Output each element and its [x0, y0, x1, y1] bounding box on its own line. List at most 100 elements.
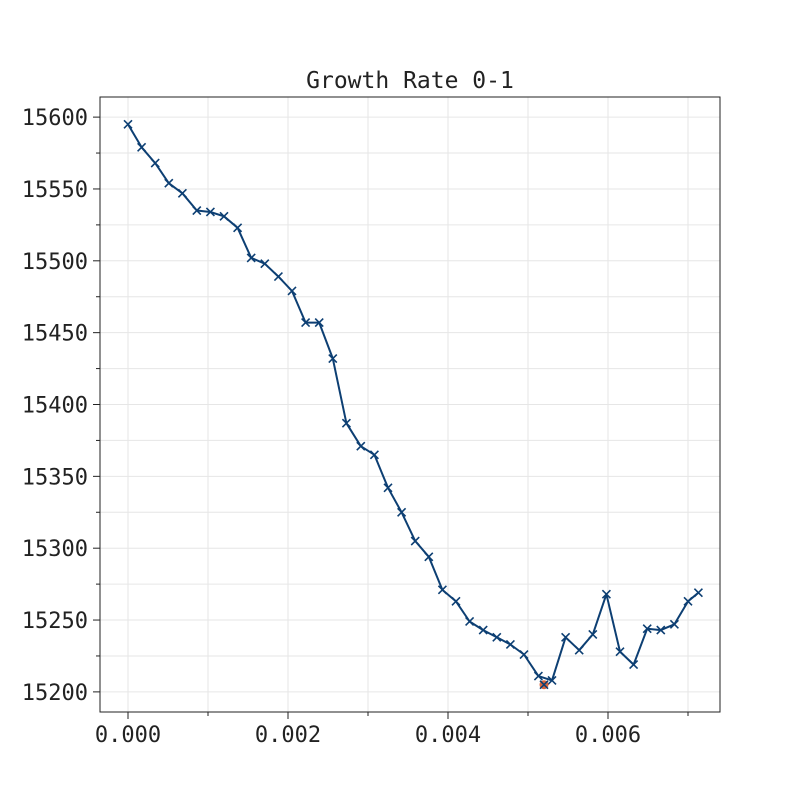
x-tick-label: 0.004 [415, 723, 481, 748]
marker-stroke [341, 418, 351, 428]
marker-stroke [177, 188, 187, 198]
data-point [164, 178, 174, 188]
marker-stroke [547, 675, 557, 685]
marker-stroke [205, 207, 215, 217]
marker-stroke [683, 596, 693, 606]
data-point [219, 211, 229, 221]
marker-stroke [383, 483, 393, 493]
data-point [451, 596, 461, 606]
marker-stroke [164, 178, 174, 188]
y-tick-label: 15550 [22, 178, 88, 203]
marker-stroke [615, 647, 625, 657]
marker-stroke [437, 585, 447, 595]
x-tick-label: 0.006 [575, 723, 641, 748]
marker-stroke [410, 536, 420, 546]
marker-stroke [137, 142, 147, 152]
data-point [328, 353, 338, 364]
x-tick-label: 0.002 [255, 723, 321, 748]
marker-stroke [451, 596, 461, 606]
data-point [683, 596, 693, 606]
data-point [656, 625, 666, 635]
marker-stroke [465, 616, 475, 627]
chart-title: Growth Rate 0-1 [306, 68, 514, 94]
marker-stroke [561, 632, 571, 642]
y-tick-label: 15350 [22, 465, 88, 490]
data-point [629, 660, 639, 670]
y-tick-label: 15600 [22, 106, 88, 131]
marker-stroke [233, 223, 243, 233]
y-tick-label: 15500 [22, 250, 88, 275]
data-point [397, 507, 407, 517]
data-point [137, 142, 147, 152]
data-point [369, 450, 379, 460]
marker-stroke [397, 507, 407, 517]
marker-stroke [314, 318, 324, 328]
y-tick-label: 15300 [22, 537, 88, 562]
marker-stroke [601, 589, 611, 599]
data-point [505, 639, 515, 650]
axes: 0.000 0.002 0.004 0.006 15200 15250 15300 15350… [22, 106, 689, 748]
marker-stroke [588, 629, 598, 639]
marker-stroke [505, 639, 515, 650]
marker-stroke [356, 441, 366, 451]
marker-stroke [273, 272, 283, 282]
data-point [123, 119, 133, 129]
data-point [615, 647, 625, 657]
marker-stroke [246, 253, 256, 263]
data-point [601, 589, 611, 599]
data-point [150, 158, 160, 168]
data-point [314, 318, 324, 328]
data-point [669, 619, 679, 629]
marker-stroke [424, 552, 434, 562]
marker-stroke [669, 619, 679, 629]
marker-stroke [478, 625, 488, 635]
data-point [478, 625, 488, 635]
data-point [192, 205, 202, 216]
marker-stroke [693, 588, 703, 598]
marker-stroke [260, 259, 270, 269]
marker-stroke [656, 625, 666, 635]
data-point [574, 645, 584, 655]
data-point [246, 253, 256, 263]
data-point [177, 188, 187, 198]
data-point [533, 671, 543, 681]
data-point [383, 483, 393, 493]
y-tick-label: 15400 [22, 394, 88, 419]
data-point [492, 632, 502, 642]
marker-stroke [629, 660, 639, 670]
data-point [301, 318, 311, 328]
data-point [260, 259, 270, 269]
data-point [410, 536, 420, 546]
highlight-point [539, 680, 549, 690]
data-point [356, 441, 366, 451]
marker-stroke [369, 450, 379, 460]
y-tick-label: 15450 [22, 322, 88, 347]
data-point [519, 649, 529, 660]
marker-stroke [192, 205, 202, 216]
marker-stroke [150, 158, 160, 168]
data-point [588, 629, 598, 639]
marker-stroke [574, 645, 584, 655]
data-point [437, 585, 447, 595]
marker-stroke [519, 649, 529, 660]
marker-stroke [539, 680, 549, 690]
marker-stroke [328, 353, 338, 364]
data-point [233, 223, 243, 233]
data-point [424, 552, 434, 562]
marker-stroke [642, 624, 652, 634]
data-point [547, 675, 557, 685]
x-tick-label: 0.000 [95, 723, 161, 748]
series [123, 119, 703, 690]
y-tick-label: 15200 [22, 681, 88, 706]
marker-stroke [301, 318, 311, 328]
data-point [341, 418, 351, 428]
data-point [273, 272, 283, 282]
marker-stroke [533, 671, 543, 681]
marker-stroke [287, 286, 297, 296]
data-point [205, 207, 215, 217]
data-point [287, 286, 297, 296]
grid [100, 97, 720, 712]
marker-stroke [219, 211, 229, 221]
data-point [693, 588, 703, 598]
